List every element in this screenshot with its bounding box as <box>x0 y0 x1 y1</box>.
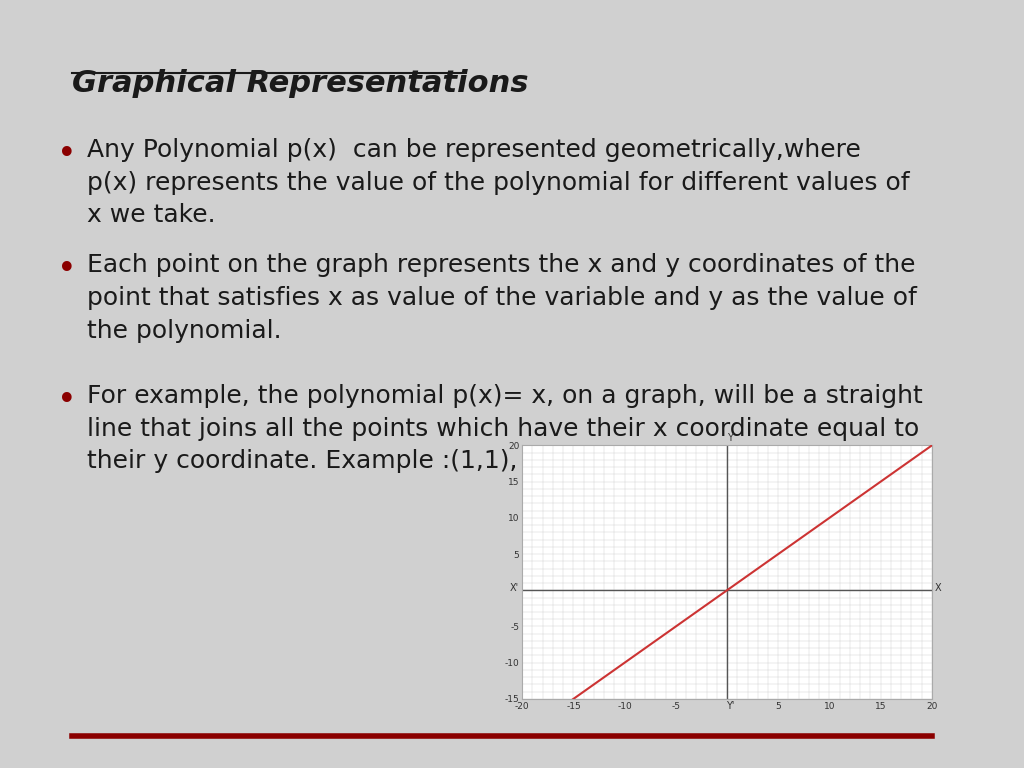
Text: X: X <box>935 583 941 593</box>
Text: Y': Y' <box>726 701 734 711</box>
Text: •: • <box>56 384 77 417</box>
Text: Y: Y <box>727 433 733 443</box>
Text: Any Polynomial p(x)  can be represented geometrically,where
p(x) represents the : Any Polynomial p(x) can be represented g… <box>87 138 909 227</box>
Text: For example, the polynomial p(x)= x, on a graph, will be a straight
line that jo: For example, the polynomial p(x)= x, on … <box>87 384 923 473</box>
Text: Each point on the graph represents the x and y coordinates of the
point that sat: Each point on the graph represents the x… <box>87 253 916 343</box>
Text: •: • <box>56 253 77 286</box>
Text: •: • <box>56 138 77 171</box>
Text: Graphical Representations: Graphical Representations <box>72 69 528 98</box>
Text: X': X' <box>510 583 519 593</box>
